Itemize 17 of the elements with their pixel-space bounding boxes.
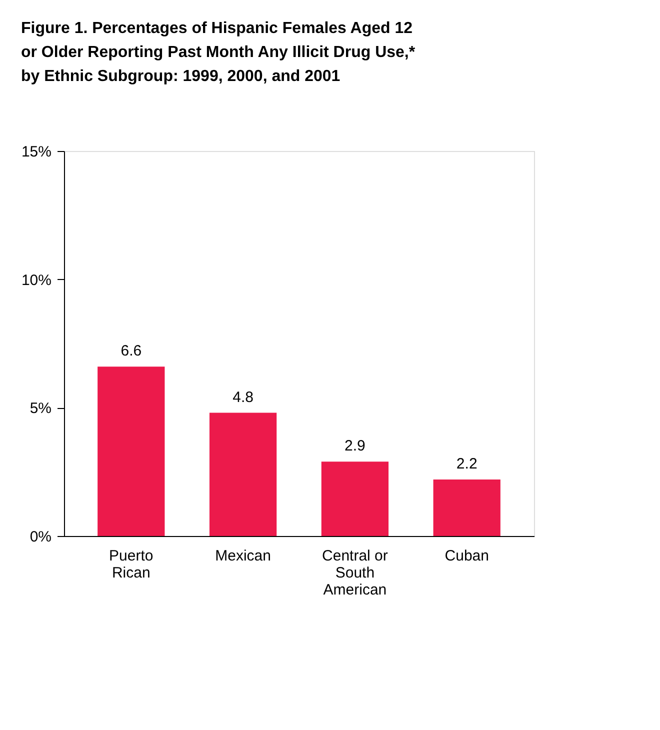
x-tick-label: Puerto Rican	[109, 548, 154, 582]
bar	[98, 366, 165, 536]
y-tick-label: 5%	[30, 400, 52, 418]
x-tick-label: Cuban	[444, 548, 489, 564]
y-tick-label: 0%	[30, 528, 52, 546]
chart-title: Figure 1. Percentages of Hispanic Females Aged 12 or Older Reporting Past Month Any Illicit Drug Use,* by Ethnic Subgroup: 1999, 2000, and 2001	[20, 20, 416, 85]
data-label: 2.2	[456, 456, 478, 473]
y-tick-label: 15%	[21, 144, 52, 160]
data-label: 4.8	[232, 388, 254, 406]
x-tick-label: Mexican	[215, 548, 271, 564]
bar	[433, 480, 500, 536]
bar	[321, 462, 389, 536]
y-tick-label: 10%	[21, 272, 52, 289]
data-label: 2.9	[344, 438, 366, 455]
data-label: 6.6	[120, 342, 142, 360]
x-tick-label: Central or South American	[322, 548, 388, 598]
bar	[209, 412, 277, 536]
